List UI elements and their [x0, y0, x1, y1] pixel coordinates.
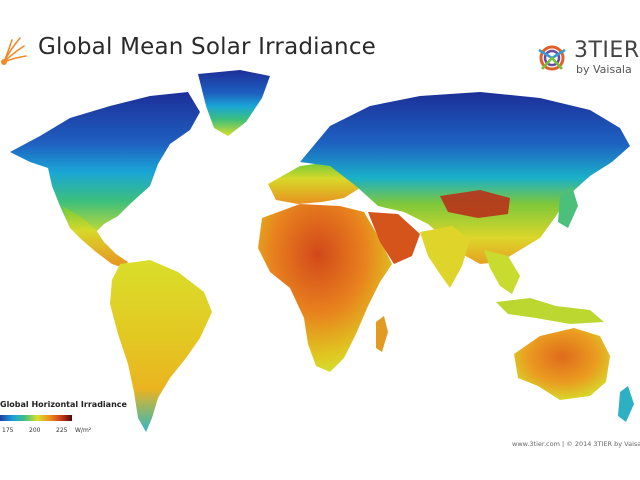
indonesia-region — [496, 298, 604, 324]
japan-region — [558, 186, 578, 228]
southeast-asia-region — [484, 250, 520, 294]
europe-region — [268, 162, 360, 204]
legend-tick: 225 — [56, 427, 68, 434]
legend-tick: 200 — [29, 427, 41, 434]
legend-unit: W/m² — [75, 427, 92, 434]
legend: Global Horizontal Irradiance 175 200 225… — [0, 400, 140, 440]
south-america-region — [110, 260, 212, 432]
greenland-region — [198, 70, 270, 136]
arabia-region — [368, 212, 420, 264]
new-zealand-region — [618, 386, 634, 422]
legend-title: Global Horizontal Irradiance — [0, 400, 127, 409]
north-america-region — [10, 92, 200, 238]
legend-tick: 175 — [2, 427, 14, 434]
brand-name: 3TIER — [574, 38, 640, 63]
brand-logo: 3TIER by Vaisala — [530, 36, 640, 82]
3tier-logo-icon — [538, 45, 566, 71]
africa-region — [258, 204, 392, 372]
india-region — [420, 226, 470, 288]
legend-color-bar — [0, 415, 72, 421]
brand-subtitle: by Vaisala — [576, 63, 632, 76]
page-title: Global Mean Solar Irradiance — [38, 34, 377, 60]
central-america-region — [62, 206, 128, 268]
madagascar-region — [376, 316, 388, 352]
australia-region — [514, 328, 610, 400]
tibet-region — [440, 190, 510, 218]
asia-region — [300, 92, 630, 264]
world-irradiance-map — [10, 70, 634, 432]
footer-credits: www.3tier.com | © 2014 3TIER by Vaisala — [512, 440, 640, 448]
sun-logo-icon — [1, 37, 27, 65]
